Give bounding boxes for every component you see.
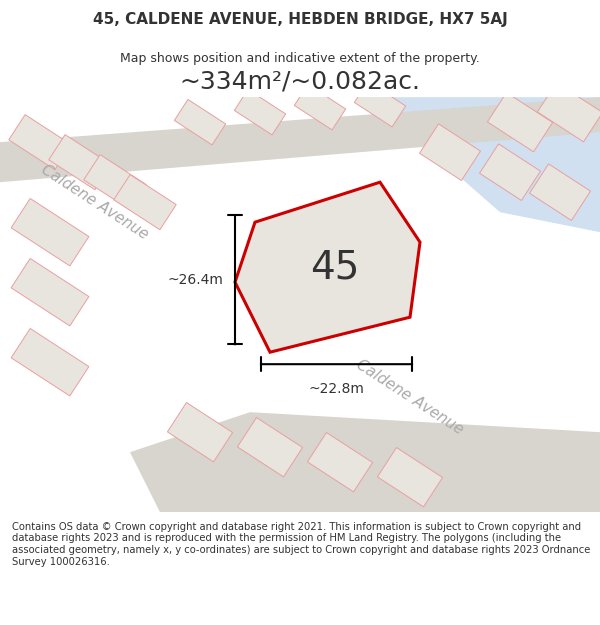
- Text: Caldene Avenue: Caldene Avenue: [354, 357, 466, 437]
- Polygon shape: [538, 82, 600, 142]
- Polygon shape: [380, 97, 600, 232]
- Polygon shape: [487, 92, 553, 152]
- Text: ~22.8m: ~22.8m: [308, 382, 364, 396]
- Polygon shape: [307, 432, 373, 492]
- Polygon shape: [0, 97, 600, 182]
- Polygon shape: [235, 89, 286, 135]
- Polygon shape: [11, 259, 89, 326]
- Text: Map shows position and indicative extent of the property.: Map shows position and indicative extent…: [120, 52, 480, 65]
- Polygon shape: [11, 329, 89, 396]
- Polygon shape: [530, 164, 590, 221]
- Text: 45, CALDENE AVENUE, HEBDEN BRIDGE, HX7 5AJ: 45, CALDENE AVENUE, HEBDEN BRIDGE, HX7 5…: [92, 12, 508, 27]
- Polygon shape: [238, 418, 302, 477]
- Polygon shape: [479, 144, 541, 201]
- Text: 45: 45: [310, 248, 359, 286]
- Polygon shape: [49, 134, 111, 190]
- Polygon shape: [295, 84, 346, 130]
- Polygon shape: [175, 99, 226, 145]
- Polygon shape: [11, 199, 89, 266]
- Text: ~26.4m: ~26.4m: [167, 272, 223, 287]
- Polygon shape: [355, 81, 406, 127]
- Polygon shape: [235, 182, 420, 352]
- Polygon shape: [377, 448, 443, 507]
- Polygon shape: [114, 174, 176, 230]
- Polygon shape: [84, 154, 146, 210]
- Text: ~334m²/~0.082ac.: ~334m²/~0.082ac.: [179, 69, 421, 93]
- Text: Caldene Avenue: Caldene Avenue: [39, 162, 151, 242]
- Polygon shape: [167, 402, 233, 462]
- Polygon shape: [130, 412, 600, 512]
- Text: Contains OS data © Crown copyright and database right 2021. This information is : Contains OS data © Crown copyright and d…: [12, 522, 590, 567]
- Polygon shape: [9, 114, 71, 170]
- Polygon shape: [419, 124, 481, 181]
